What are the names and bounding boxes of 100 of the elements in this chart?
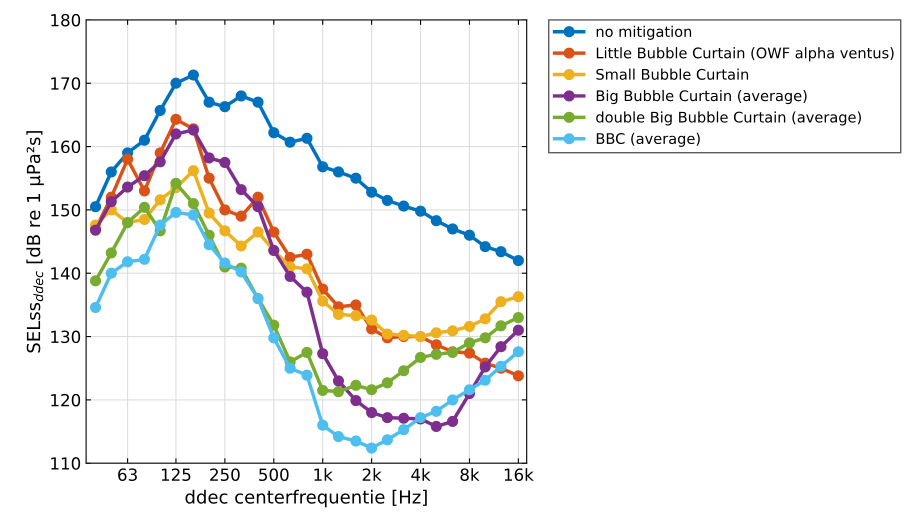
point — [332, 308, 344, 320]
x-axis-title: ddec centerfrequentie [Hz] — [185, 490, 427, 508]
point — [366, 384, 378, 396]
point — [382, 412, 393, 424]
y-tick-label: 120 — [51, 394, 80, 406]
point — [219, 204, 230, 216]
y-tick-label: 170 — [51, 77, 80, 90]
point — [447, 325, 458, 336]
point — [430, 339, 442, 350]
point — [382, 377, 393, 388]
point — [398, 424, 410, 436]
legend-label: no mitigation — [596, 26, 692, 40]
y-tick-label: 180 — [51, 14, 80, 26]
point — [512, 291, 524, 302]
point — [138, 202, 150, 213]
y-tick-label: 110 — [51, 457, 80, 470]
point — [170, 114, 182, 125]
point — [106, 196, 117, 208]
point — [414, 352, 426, 364]
point — [188, 198, 199, 210]
point — [350, 172, 362, 184]
point — [284, 136, 296, 148]
point — [106, 268, 117, 279]
point — [252, 201, 264, 212]
point — [480, 241, 491, 252]
x-tick-label: 4k — [411, 468, 431, 481]
point — [350, 299, 362, 310]
legend-label: Big Bubble Curtain (average) — [596, 90, 807, 104]
point — [236, 90, 247, 102]
legend-label: BBC (average) — [596, 132, 700, 147]
point — [414, 206, 426, 217]
point — [366, 323, 378, 335]
point — [350, 380, 362, 391]
point — [430, 348, 442, 360]
point — [204, 208, 215, 219]
point — [154, 220, 166, 231]
point — [284, 270, 296, 282]
x-tick-label: 250 — [210, 468, 240, 481]
point — [170, 78, 182, 89]
point — [464, 384, 476, 396]
point — [301, 263, 313, 274]
point — [480, 374, 491, 386]
point — [204, 152, 215, 164]
point — [512, 346, 524, 358]
point — [317, 420, 328, 431]
x-tick-label: 1k — [314, 468, 333, 481]
point — [301, 370, 313, 381]
point — [317, 348, 328, 360]
point — [382, 434, 393, 446]
point — [447, 394, 458, 406]
point — [382, 328, 393, 340]
point — [204, 239, 215, 250]
point — [204, 172, 215, 184]
point — [122, 256, 134, 268]
point — [204, 96, 215, 108]
point — [219, 258, 230, 269]
point — [90, 275, 102, 286]
point — [317, 161, 328, 172]
x-tick-label: 16k — [504, 468, 534, 481]
point — [138, 170, 150, 182]
point — [138, 134, 150, 146]
point — [480, 313, 491, 324]
point — [219, 225, 230, 236]
point — [464, 320, 476, 332]
point — [430, 327, 442, 338]
point — [430, 215, 442, 226]
point — [398, 412, 410, 424]
point — [480, 332, 491, 344]
point — [188, 69, 199, 81]
point — [188, 209, 199, 221]
point — [106, 247, 117, 259]
legend-label: double Big Bubble Curtain (average) — [596, 111, 861, 126]
point — [495, 320, 507, 332]
point — [122, 154, 134, 165]
point — [138, 254, 150, 265]
point — [480, 361, 491, 373]
point — [332, 431, 344, 442]
point — [170, 206, 182, 218]
legend-label: Little Bubble Curtain (OWF alpha ventus) — [596, 47, 894, 62]
point — [284, 252, 296, 263]
point — [464, 347, 476, 359]
point — [430, 406, 442, 417]
x-tick-label: 2k — [362, 468, 382, 481]
point — [512, 255, 524, 266]
point — [219, 101, 230, 112]
point — [268, 127, 280, 138]
point — [252, 96, 264, 108]
point — [154, 156, 166, 168]
point — [495, 296, 507, 308]
point — [268, 226, 280, 238]
point — [301, 286, 313, 298]
point — [236, 184, 247, 196]
point — [350, 310, 362, 322]
point — [170, 178, 182, 189]
point — [512, 312, 524, 324]
point — [366, 314, 378, 326]
legend-label: Small Bubble Curtain — [596, 68, 748, 80]
point — [301, 248, 313, 260]
x-tick-label: 500 — [259, 468, 289, 481]
point — [90, 201, 102, 212]
